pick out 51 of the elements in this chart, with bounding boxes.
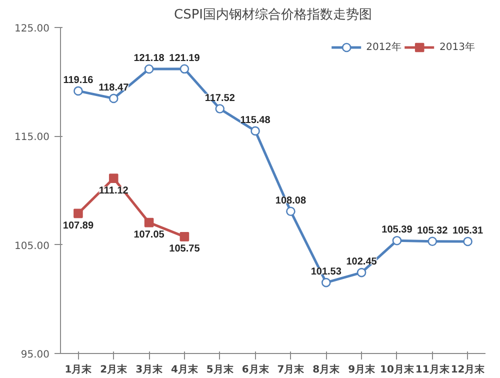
data-label: 111.12 — [98, 185, 129, 196]
x-tick-label: 10月末 — [380, 364, 415, 376]
x-tick-label: 4月末 — [170, 364, 199, 376]
x-tick-label: 1月末 — [64, 364, 93, 376]
point — [392, 236, 402, 246]
x-tick-label: 11月末 — [415, 364, 450, 376]
point — [74, 86, 83, 96]
data-label: 115.48 — [240, 114, 271, 126]
data-label: 105.31 — [452, 225, 484, 236]
x-tick-label: 5月末 — [206, 364, 234, 376]
x-tick-label: 2月末 — [100, 364, 128, 376]
data-label: 108.08 — [275, 195, 306, 206]
y-tick-label: 125.00 — [14, 24, 50, 34]
y-tick-label: 95.00 — [20, 350, 50, 360]
data-label: 119.16 — [63, 74, 94, 86]
x-tick-label: 8月末 — [312, 364, 341, 376]
data-label: 102.45 — [346, 256, 378, 268]
point — [144, 218, 154, 228]
point — [180, 64, 190, 74]
legend-label: 2013年 — [440, 41, 475, 54]
point — [463, 236, 472, 246]
point — [356, 268, 366, 278]
point — [428, 236, 438, 246]
data-label: 107.05 — [134, 230, 165, 241]
data-label: 118.47 — [98, 82, 130, 94]
x-tick-label: 3月末 — [136, 364, 164, 376]
y-tick-label: 105.00 — [14, 240, 50, 252]
point — [250, 126, 260, 136]
x-tick-label: 12月末 — [450, 364, 486, 376]
point — [144, 64, 154, 74]
point — [321, 278, 331, 288]
legend-label: 2012年 — [366, 41, 402, 54]
data-label: 107.89 — [62, 220, 94, 232]
x-tick-label: 6月末 — [242, 364, 270, 376]
data-label: 121.19 — [169, 52, 200, 64]
data-label: 121.18 — [134, 53, 165, 64]
point — [215, 104, 225, 114]
point — [180, 232, 190, 242]
data-label: 105.75 — [169, 244, 200, 255]
chart-title: CSPI国内钢材综合价格指数走势图 — [174, 8, 372, 22]
x-tick-label: 7月末 — [277, 364, 306, 376]
y-tick-label: 115.00 — [14, 132, 50, 144]
point — [108, 174, 118, 183]
x-tick-label: 9月末 — [348, 364, 376, 376]
data-label: 117.52 — [204, 92, 236, 104]
data-label: 105.39 — [382, 224, 413, 236]
point — [74, 208, 83, 218]
data-label: 101.53 — [310, 266, 342, 278]
data-label: 105.32 — [417, 225, 448, 236]
point — [108, 94, 118, 104]
point — [286, 206, 296, 216]
